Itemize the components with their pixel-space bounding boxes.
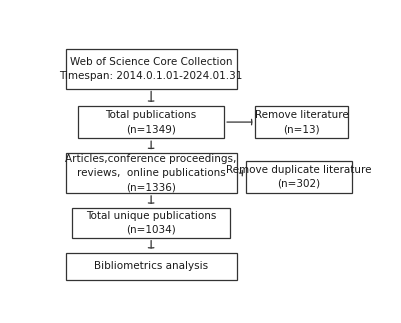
FancyBboxPatch shape (255, 106, 348, 138)
Text: Total unique publications
(n=1034): Total unique publications (n=1034) (86, 211, 216, 235)
FancyBboxPatch shape (72, 208, 231, 238)
Text: Remove literature
(n=13): Remove literature (n=13) (255, 110, 349, 134)
FancyBboxPatch shape (78, 106, 224, 138)
FancyBboxPatch shape (246, 161, 352, 193)
Text: Total publications
(n=1349): Total publications (n=1349) (105, 110, 197, 134)
Text: Remove duplicate literature
(n=302): Remove duplicate literature (n=302) (226, 165, 371, 189)
FancyBboxPatch shape (66, 253, 237, 280)
FancyBboxPatch shape (66, 49, 237, 89)
Text: Bibliometrics analysis: Bibliometrics analysis (94, 261, 208, 271)
FancyBboxPatch shape (66, 153, 237, 193)
Text: Web of Science Core Collection
Timespan: 2014.0.1.01-2024.01.31: Web of Science Core Collection Timespan:… (59, 57, 243, 81)
Text: Articles,conference proceedings,
reviews,  online publications
(n=1336): Articles,conference proceedings, reviews… (65, 154, 237, 192)
